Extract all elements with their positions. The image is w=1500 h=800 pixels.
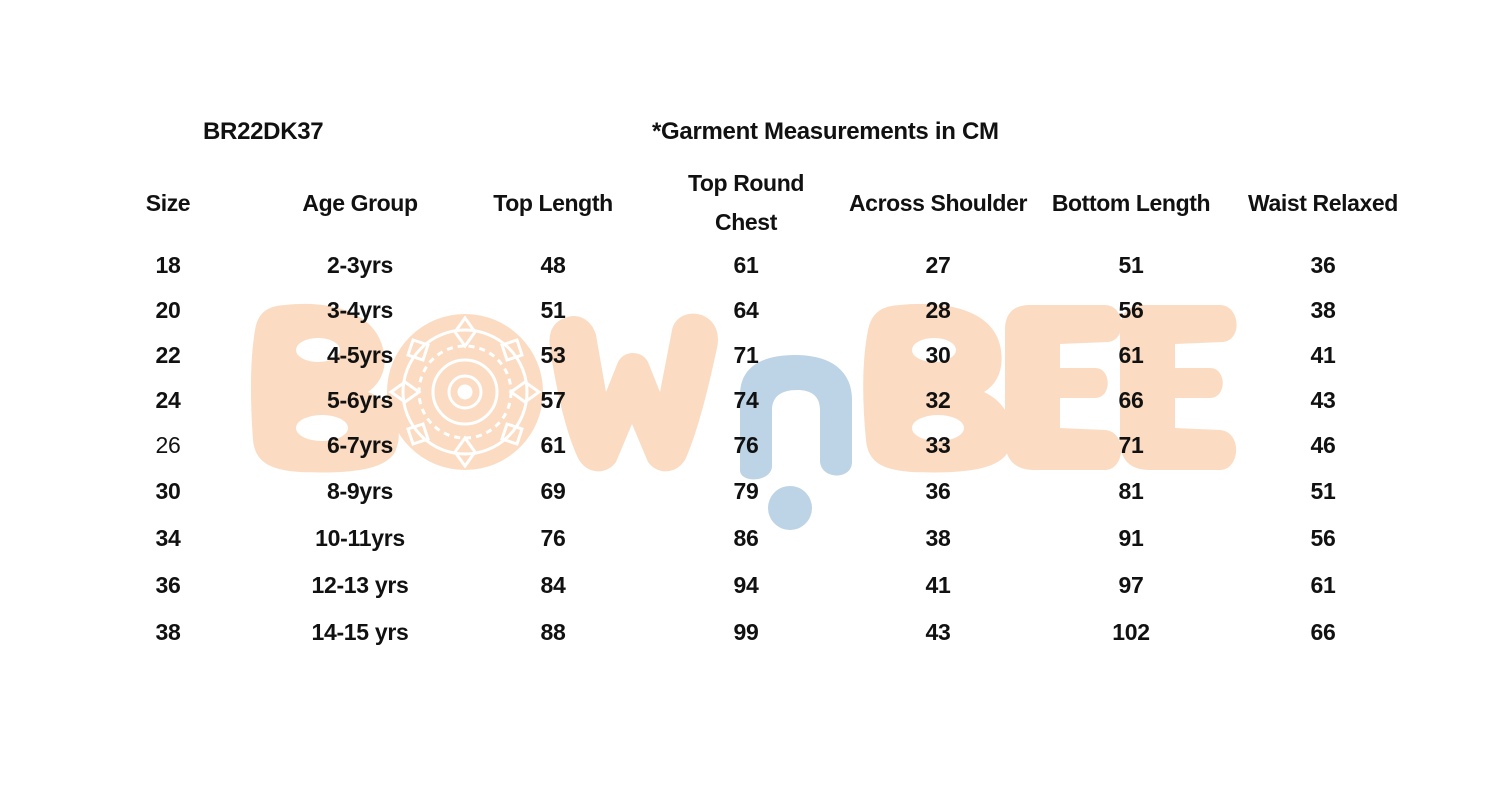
table-row: 20 3-4yrs 51 64 28 56 38 [0, 288, 1500, 333]
logo-letter-w [549, 313, 718, 472]
cell-top-length: 48 [540, 252, 566, 278]
table-row: 22 4-5yrs 53 71 30 61 41 [0, 333, 1500, 378]
logo-letter-b-left [250, 303, 399, 473]
cell-across-shoulder: 27 [925, 252, 951, 278]
cell-waist-relaxed: 43 [1310, 387, 1336, 413]
cell-age-group: 3-4yrs [327, 297, 393, 323]
cell-age-group: 5-6yrs [327, 387, 393, 413]
cell-top-length: 69 [540, 478, 566, 504]
cell-size: 30 [155, 478, 181, 504]
cell-top-round-chest: 86 [733, 525, 759, 551]
cell-waist-relaxed: 36 [1310, 252, 1336, 278]
style-code: BR22DK37 [203, 118, 324, 145]
cell-waist-relaxed: 51 [1310, 478, 1336, 504]
cell-bottom-length: 66 [1118, 387, 1144, 413]
cell-top-length: 51 [540, 297, 566, 323]
cell-waist-relaxed: 38 [1310, 297, 1336, 323]
cell-bottom-length: 56 [1118, 297, 1144, 323]
table-row: 24 5-6yrs 57 74 32 66 43 [0, 378, 1500, 423]
cell-top-round-chest: 99 [733, 619, 759, 645]
header-top-length: Top Length [493, 189, 613, 216]
cell-age-group: 6-7yrs [327, 432, 393, 458]
logo-dot [768, 486, 812, 530]
cell-top-length: 84 [540, 572, 566, 598]
cell-waist-relaxed: 41 [1310, 342, 1336, 368]
table-row: 18 2-3yrs 48 61 27 51 36 [0, 243, 1500, 288]
cell-age-group: 8-9yrs [327, 478, 393, 504]
cell-top-round-chest: 64 [733, 297, 759, 323]
cell-waist-relaxed: 56 [1310, 525, 1336, 551]
cell-across-shoulder: 43 [925, 619, 951, 645]
cell-bottom-length: 102 [1112, 619, 1150, 645]
cell-top-round-chest: 61 [733, 252, 759, 278]
table-row: 36 12-13 yrs 84 94 41 97 61 [0, 562, 1500, 609]
logo-letter-b-right [863, 303, 1013, 473]
header-across-shoulder: Across Shoulder [848, 189, 1028, 216]
cell-waist-relaxed: 46 [1310, 432, 1336, 458]
measurements-title: *Garment Measurements in CM [652, 118, 999, 145]
cell-size: 36 [155, 572, 181, 598]
cell-age-group: 14-15 yrs [311, 619, 409, 645]
logo-letter-e-2 [1120, 305, 1237, 470]
logo-letter-n [740, 355, 852, 480]
cell-bottom-length: 71 [1118, 432, 1144, 458]
cell-size: 20 [155, 297, 181, 323]
table-body: 18 2-3yrs 48 61 27 51 36 20 3-4yrs 51 64… [0, 243, 1500, 656]
cell-top-length: 61 [540, 432, 566, 458]
cell-bottom-length: 97 [1118, 572, 1144, 598]
table-header-row: Size Age Group Top Length Top Round Ches… [0, 164, 1500, 242]
cell-across-shoulder: 38 [925, 525, 951, 551]
cell-waist-relaxed: 61 [1310, 572, 1336, 598]
cell-age-group: 2-3yrs [327, 252, 393, 278]
cell-age-group: 10-11yrs [315, 525, 405, 551]
cell-across-shoulder: 36 [925, 478, 951, 504]
header-size: Size [145, 189, 191, 216]
cell-bottom-length: 81 [1118, 478, 1144, 504]
cell-top-round-chest: 74 [733, 387, 759, 413]
cell-size: 38 [155, 619, 181, 645]
logo-letter-e-1 [1005, 305, 1122, 470]
table-row: 34 10-11yrs 76 86 38 91 56 [0, 515, 1500, 562]
cell-waist-relaxed: 66 [1310, 619, 1336, 645]
cell-across-shoulder: 30 [925, 342, 951, 368]
cell-top-round-chest: 76 [733, 432, 759, 458]
cell-bottom-length: 61 [1118, 342, 1144, 368]
cell-size: 26 [155, 432, 181, 458]
cell-top-round-chest: 79 [733, 478, 759, 504]
cell-bottom-length: 51 [1118, 252, 1144, 278]
table-row: 38 14-15 yrs 88 99 43 102 66 [0, 609, 1500, 656]
cell-across-shoulder: 28 [925, 297, 951, 323]
cell-top-length: 76 [540, 525, 566, 551]
cell-age-group: 12-13 yrs [311, 572, 409, 598]
cell-size: 22 [155, 342, 181, 368]
cell-top-length: 57 [540, 387, 566, 413]
header-top-round-chest: Top Round Chest [687, 170, 805, 235]
cell-size: 34 [155, 525, 181, 551]
cell-across-shoulder: 32 [925, 387, 951, 413]
cell-size: 24 [155, 387, 181, 413]
cell-across-shoulder: 33 [925, 432, 951, 458]
cell-age-group: 4-5yrs [327, 342, 393, 368]
header-bottom-length: Bottom Length [1051, 189, 1211, 216]
cell-top-round-chest: 71 [733, 342, 759, 368]
cell-top-round-chest: 94 [733, 572, 759, 598]
cell-top-length: 88 [540, 619, 566, 645]
header-waist-relaxed: Waist Relaxed [1248, 189, 1398, 216]
table-row: 30 8-9yrs 69 79 36 81 51 [0, 468, 1500, 515]
cell-across-shoulder: 41 [925, 572, 951, 598]
logo-mandala-icon [388, 315, 542, 469]
cell-top-length: 53 [540, 342, 566, 368]
header-age-group: Age Group [302, 189, 418, 216]
cell-size: 18 [155, 252, 181, 278]
cell-bottom-length: 91 [1118, 525, 1144, 551]
table-row: 26 6-7yrs 61 76 33 71 46 [0, 423, 1500, 468]
